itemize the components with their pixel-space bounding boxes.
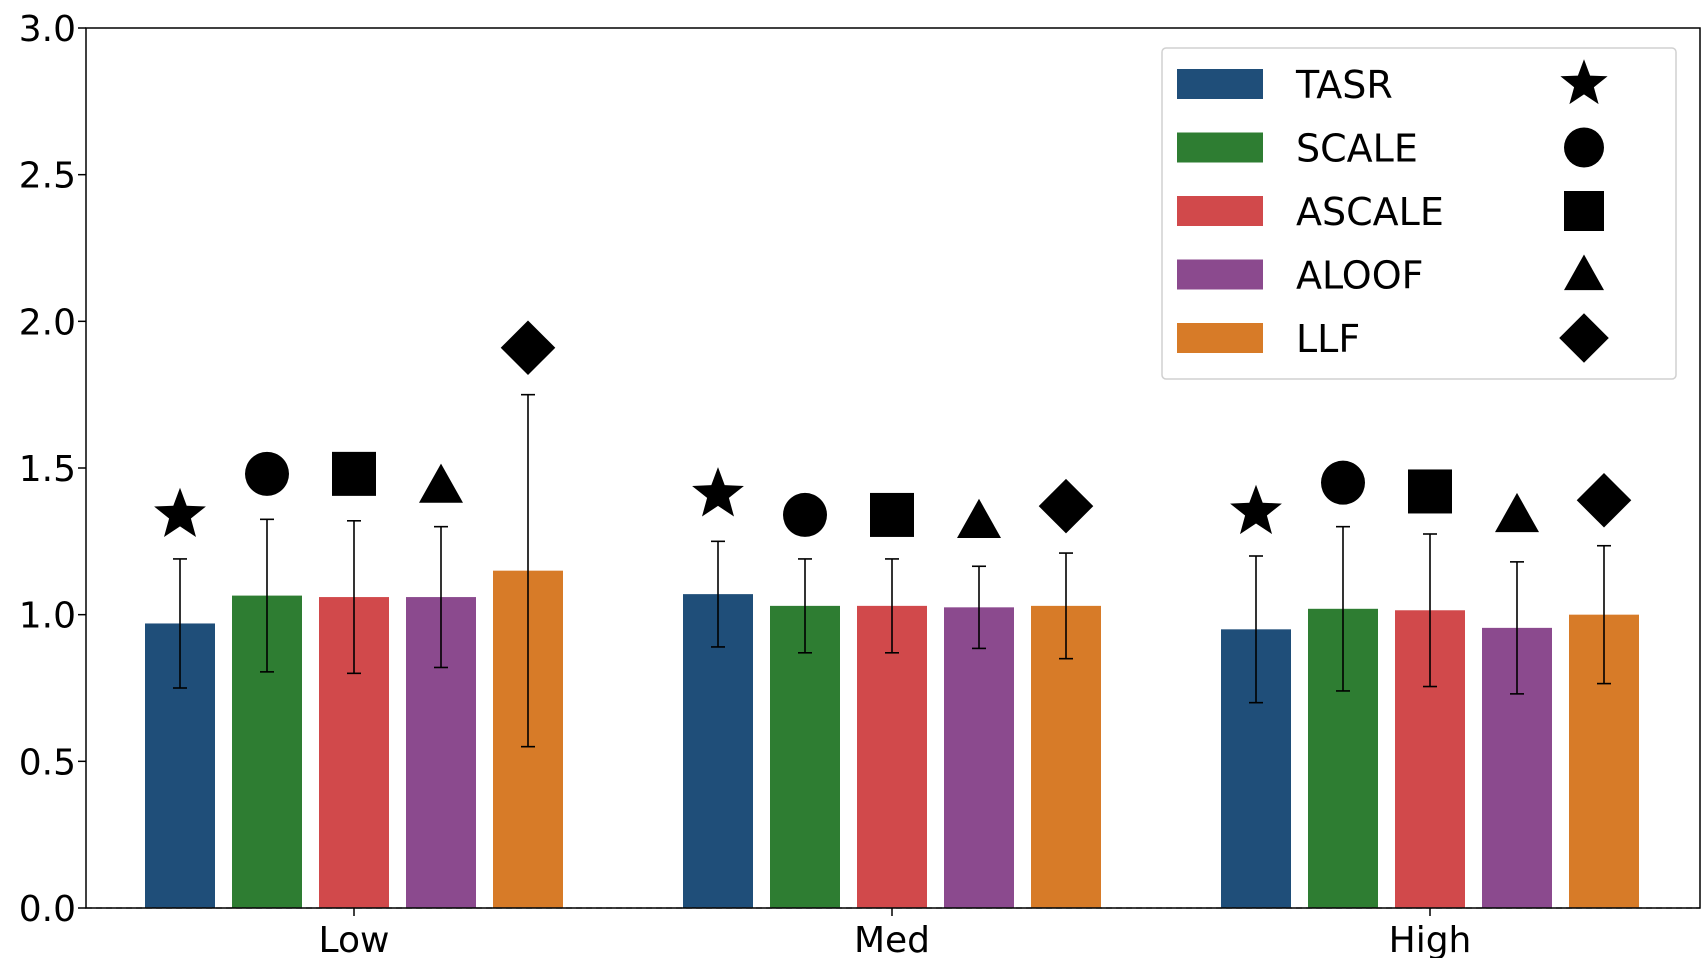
error-bar-llf-high — [1597, 544, 1611, 685]
legend-label-aloof: ALOOF — [1296, 254, 1424, 298]
marker-circle-scale-high — [1321, 460, 1365, 505]
bars-layer — [145, 570, 1639, 908]
marker-triangle-aloof-med — [957, 498, 1001, 538]
error-bar-ascale-high — [1423, 533, 1437, 688]
legend-label-ascale: ASCALE — [1296, 190, 1444, 234]
y-tick-label: 2.5 — [19, 156, 76, 197]
legend-swatch-llf — [1177, 323, 1263, 353]
error-bar-tasr-low — [173, 558, 187, 689]
axes-layer: 0.0 0.5 1.0 1.5 2.0 2.5 3.0 Low Med High — [19, 9, 1701, 958]
legend-frame — [1161, 47, 1677, 380]
y-tick-label: 1.0 — [19, 596, 76, 637]
marker-triangle-aloof-low — [419, 463, 463, 503]
error-bar-scale-med — [798, 558, 812, 654]
legend-swatch-tasr — [1177, 69, 1263, 99]
y-tick-label: 2.0 — [19, 302, 76, 343]
error-bar-aloof-med — [972, 565, 986, 650]
error-bar-llf-med — [1059, 552, 1073, 660]
marker-circle-scale-low — [245, 451, 289, 496]
error-bar-scale-low — [260, 518, 274, 673]
marker-square-ascale-low — [332, 451, 376, 496]
marker-square-ascale-high — [1408, 469, 1452, 514]
y-tick-label: 1.5 — [19, 449, 76, 490]
y-tick-label: 0.0 — [19, 889, 76, 930]
legend-label-llf: LLF — [1296, 317, 1360, 361]
legend-marker-star — [1560, 59, 1608, 105]
error-bar-tasr-high — [1249, 555, 1263, 704]
marker-star-tasr-low — [154, 487, 206, 537]
legend-marker-triangle — [1564, 254, 1604, 291]
marker-star-tasr-med — [692, 467, 744, 517]
legend: TASR SCALE ASCALE ALOOF LLF — [1161, 47, 1677, 380]
error-bar-scale-high — [1336, 525, 1350, 692]
y-tick-label: 3.0 — [19, 9, 76, 50]
legend-label-scale: SCALE — [1296, 127, 1418, 171]
legend-label-tasr: TASR — [1295, 63, 1393, 107]
marker-star-tasr-high — [1230, 484, 1282, 535]
bar-aloof-med — [944, 607, 1014, 908]
x-tick-label-med: Med — [854, 920, 930, 958]
error-bars-layer — [173, 393, 1611, 748]
marker-square-ascale-med — [870, 492, 914, 537]
marker-diamond-llf-high — [1576, 472, 1632, 528]
marker-circle-scale-med — [783, 492, 827, 537]
error-bar-aloof-high — [1510, 561, 1524, 695]
bar-scale-med — [770, 605, 840, 908]
marker-diamond-llf-low — [500, 320, 556, 376]
legend-swatch-scale — [1177, 132, 1263, 163]
y-tick-label: 0.5 — [19, 742, 76, 783]
error-bar-tasr-med — [711, 540, 725, 648]
x-tick-label-low: Low — [319, 920, 390, 958]
error-bar-ascale-med — [885, 558, 899, 654]
marker-triangle-aloof-high — [1495, 492, 1539, 533]
legend-marker-diamond — [1559, 313, 1609, 363]
bar-ascale-med — [857, 605, 927, 908]
legend-swatch-ascale — [1177, 196, 1263, 226]
legend-marker-circle — [1564, 127, 1604, 168]
error-bar-llf-low — [521, 393, 535, 748]
legend-swatch-aloof — [1177, 259, 1263, 290]
markers-layer — [154, 320, 1632, 538]
error-bar-ascale-low — [347, 519, 361, 675]
marker-diamond-llf-med — [1038, 478, 1094, 534]
x-tick-label-high: High — [1389, 920, 1472, 958]
legend-marker-square — [1564, 191, 1604, 231]
error-bar-aloof-low — [434, 525, 448, 669]
